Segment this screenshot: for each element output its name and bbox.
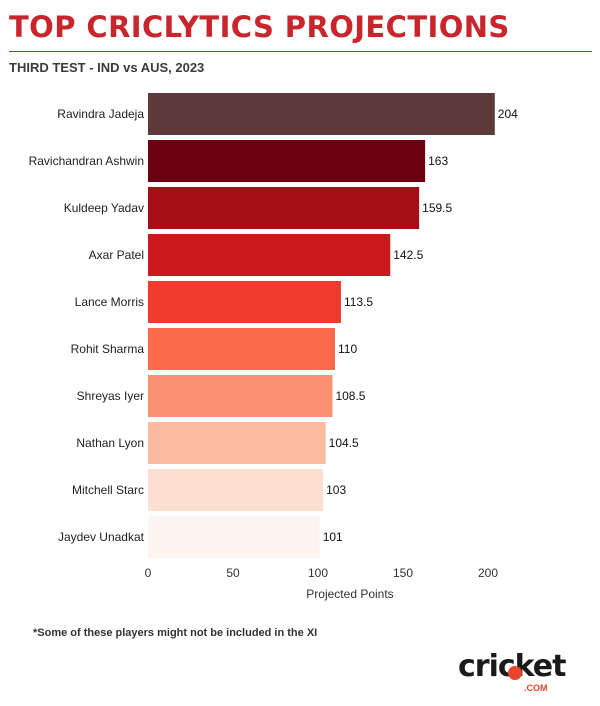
- category-label: Lance Morris: [75, 295, 144, 309]
- data-label: 204: [498, 107, 518, 121]
- category-label: Kuldeep Yadav: [64, 201, 144, 215]
- data-label: 110: [338, 342, 357, 356]
- bar: [148, 140, 426, 182]
- category-label: Nathan Lyon: [76, 436, 144, 450]
- category-label: Shreyas Iyer: [77, 389, 144, 403]
- data-label: 159.5: [422, 201, 452, 215]
- data-label: 101: [323, 530, 343, 544]
- chart-title: TOP CRICLYTICS PROJECTIONS: [9, 10, 510, 44]
- data-label: 108.5: [335, 389, 365, 403]
- bar: [148, 281, 341, 323]
- bar: [148, 469, 324, 511]
- cricket-ball-icon: [508, 666, 522, 680]
- category-label: Ravindra Jadeja: [57, 107, 144, 121]
- logo-suffix: .COM: [524, 683, 548, 693]
- x-tick-label: 100: [308, 566, 328, 580]
- data-label: 163: [428, 154, 448, 168]
- category-label: Rohit Sharma: [71, 342, 145, 356]
- data-label: 113.5: [344, 295, 373, 309]
- category-label: Mitchell Starc: [72, 483, 144, 497]
- bar: [148, 516, 320, 558]
- category-label: Axar Patel: [89, 248, 144, 262]
- category-label: Ravichandran Ashwin: [29, 154, 144, 168]
- data-label: 103: [326, 483, 346, 497]
- chart-subtitle: THIRD TEST - IND vs AUS, 2023: [9, 60, 205, 75]
- footnote: *Some of these players might not be incl…: [33, 627, 318, 639]
- category-label: Jaydev Unadkat: [58, 530, 145, 544]
- data-label: 104.5: [329, 436, 359, 450]
- cricket-com-logo: cricket .COM: [458, 650, 576, 696]
- data-label: 142.5: [393, 248, 423, 262]
- bar-chart: Ravindra Jadeja 204 Ravichandran Ashwin 163…: [29, 93, 518, 601]
- bar: [148, 93, 495, 135]
- x-tick-label: 50: [226, 566, 240, 580]
- x-tick-label: 200: [478, 566, 498, 580]
- x-tick-label: 150: [393, 566, 413, 580]
- bar: [148, 234, 391, 276]
- x-tick-label: 0: [145, 566, 152, 580]
- bar: [148, 187, 420, 229]
- bar: [148, 328, 335, 370]
- title-divider: [9, 51, 592, 52]
- bar: [148, 422, 326, 464]
- bar: [148, 375, 333, 417]
- x-axis-label: Projected Points: [306, 587, 393, 601]
